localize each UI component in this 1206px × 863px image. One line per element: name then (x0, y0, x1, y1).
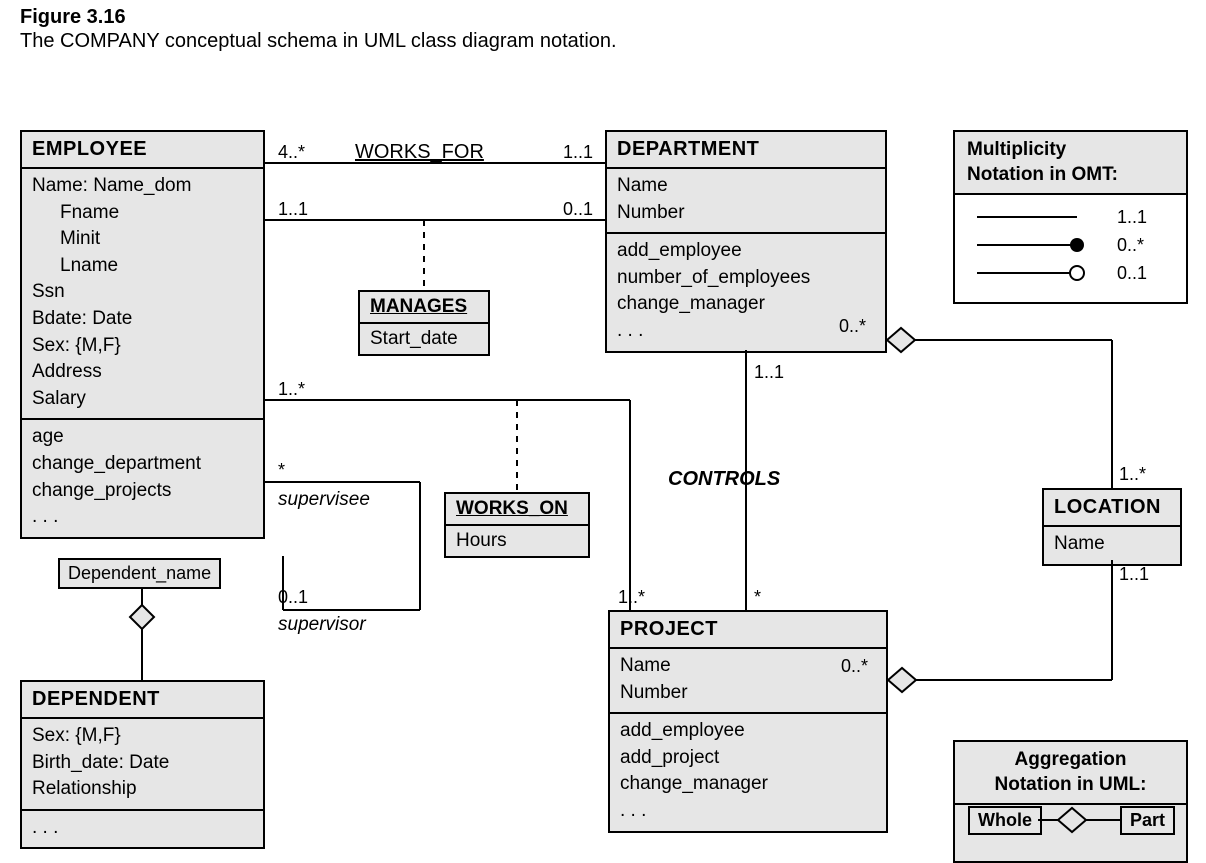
figure-caption: The COMPANY conceptual schema in UML cla… (20, 30, 617, 53)
figure-label: Figure 3.16 (20, 6, 126, 29)
svg-text:0..1: 0..1 (278, 587, 308, 607)
legend-omt-svg: 1..1 0..* 0..1 (967, 203, 1177, 289)
attr: Start_date (370, 328, 478, 350)
svg-text:0..1: 0..1 (1117, 263, 1147, 283)
legend-agg-title: Aggregation Notation in UML: (955, 742, 1186, 805)
agg-part-box: Part (1120, 806, 1175, 835)
attr: Number (617, 200, 875, 227)
class-dependent-name: DEPENDENT (22, 682, 263, 719)
attr: Number (620, 680, 876, 707)
class-project-ops: add_employee add_project change_manager … (610, 714, 886, 830)
assoc-class-manages-name: MANAGES (360, 292, 488, 324)
op: add_project (620, 745, 876, 772)
class-employee-attrs: Name: Name_dom Fname Minit Lname Ssn Bda… (22, 169, 263, 420)
attr: Name (620, 653, 876, 680)
op: number_of_employees (617, 265, 875, 292)
class-project: PROJECT Name Number add_employee add_pro… (608, 610, 888, 833)
legend-agg: Aggregation Notation in UML: (953, 740, 1188, 863)
agg-whole-box: Whole (968, 806, 1042, 835)
class-dependent-ops: . . . (22, 811, 263, 848)
op: add_employee (620, 718, 876, 745)
svg-text:*: * (754, 587, 761, 607)
op: . . . (32, 815, 253, 842)
class-department-attrs: Name Number (607, 169, 885, 234)
legend-omt-body: 1..1 0..* 0..1 (955, 195, 1186, 302)
class-department-ops: add_employee number_of_employees change_… (607, 234, 885, 350)
assoc-class-workson-attrs: Hours (446, 526, 588, 556)
svg-text:4..*: 4..* (278, 142, 305, 162)
attr: Ssn (32, 279, 253, 306)
svg-text:1..1: 1..1 (278, 199, 308, 219)
op: change_projects (32, 478, 253, 505)
svg-text:supervisor: supervisor (278, 614, 366, 635)
svg-text:supervisee: supervisee (278, 489, 370, 510)
op: change_department (32, 451, 253, 478)
svg-text:1..1: 1..1 (754, 362, 784, 382)
assoc-class-workson: WORKS_ON Hours (444, 492, 590, 558)
class-dependent-attrs: Sex: {M,F} Birth_date: Date Relationship (22, 719, 263, 811)
class-employee: EMPLOYEE Name: Name_dom Fname Minit Lnam… (20, 130, 265, 539)
op: . . . (32, 504, 253, 531)
svg-text:0..*: 0..* (1117, 235, 1144, 255)
assoc-class-manages: MANAGES Start_date (358, 290, 490, 356)
op: change_manager (620, 771, 876, 798)
legend-omt: Multiplicity Notation in OMT: 1..1 0..* … (953, 130, 1188, 304)
attr: Salary (32, 386, 253, 413)
op: add_employee (617, 238, 875, 265)
qualifier-dependent-name: Dependent_name (58, 558, 221, 589)
op: age (32, 424, 253, 451)
attr: Relationship (32, 776, 253, 803)
svg-text:WORKS_FOR: WORKS_FOR (355, 141, 484, 163)
class-dependent: DEPENDENT Sex: {M,F} Birth_date: Date Re… (20, 680, 265, 849)
class-project-name: PROJECT (610, 612, 886, 649)
svg-text:1..*: 1..* (1119, 464, 1146, 484)
class-employee-name: EMPLOYEE (22, 132, 263, 169)
attr: Name (1054, 531, 1170, 558)
class-project-attrs: Name Number (610, 649, 886, 714)
svg-text:1..1: 1..1 (563, 142, 593, 162)
assoc-class-manages-attrs: Start_date (360, 324, 488, 354)
svg-text:1..*: 1..* (618, 587, 645, 607)
assoc-class-workson-name: WORKS_ON (446, 494, 588, 526)
attr: Sex: {M,F} (32, 333, 253, 360)
attr: Name (617, 173, 875, 200)
svg-text:*: * (278, 460, 285, 480)
attr: Name: Name_dom (32, 173, 253, 200)
attr: Fname (32, 200, 253, 227)
op: change_manager (617, 291, 875, 318)
svg-text:0..1: 0..1 (563, 199, 593, 219)
attr: Address (32, 359, 253, 386)
op: . . . (620, 798, 876, 825)
op: . . . (617, 318, 875, 345)
attr: Bdate: Date (32, 306, 253, 333)
class-department-name: DEPARTMENT (607, 132, 885, 169)
class-department: DEPARTMENT Name Number add_employee numb… (605, 130, 887, 353)
svg-text:1..1: 1..1 (1117, 207, 1147, 227)
legend-omt-title: Multiplicity Notation in OMT: (955, 132, 1186, 195)
class-location-attrs: Name (1044, 527, 1180, 564)
svg-text:1..*: 1..* (278, 379, 305, 399)
class-employee-ops: age change_department change_projects . … (22, 420, 263, 536)
class-location: LOCATION Name (1042, 488, 1182, 566)
attr: Minit (32, 226, 253, 253)
attr: Lname (32, 253, 253, 280)
svg-text:CONTROLS: CONTROLS (668, 468, 781, 490)
class-location-name: LOCATION (1044, 490, 1180, 527)
attr: Birth_date: Date (32, 750, 253, 777)
attr: Hours (456, 530, 578, 552)
attr: Sex: {M,F} (32, 723, 253, 750)
svg-text:1..1: 1..1 (1119, 564, 1149, 584)
